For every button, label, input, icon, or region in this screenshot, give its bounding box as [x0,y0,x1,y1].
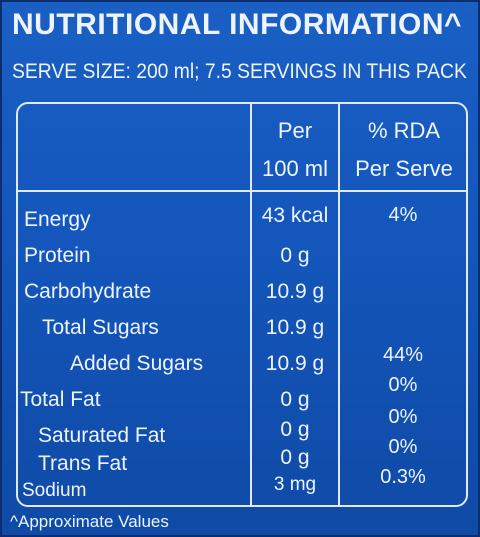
row-carbohydrate-value: 10.9 g [265,280,325,303]
row-saturated-fat-value: 0 g [280,418,310,441]
serve-size: SERVE SIZE: 200 ml; 7.5 SERVINGS IN THIS… [12,60,467,83]
row-total-fat-rda: 0% [388,374,418,396]
row-total-fat-name: Total Fat [20,388,101,411]
header-per-volume: 100 ml [261,156,329,181]
column-divider [250,104,252,505]
row-total-sugars-value: 10.9 g [265,316,325,339]
row-energy-value: 43 kcal [261,204,329,227]
row-sodium-value: 3 mg [273,474,317,495]
row-protein-name: Protein [24,244,91,267]
header-divider [18,190,466,192]
row-sodium-name: Sodium [22,480,87,501]
row-protein-value: 0 g [280,244,310,267]
row-total-sugars-name: Total Sugars [42,316,159,339]
header-rda: % RDA [367,118,441,143]
row-trans-fat-value: 0 g [280,446,310,469]
row-trans-fat-rda: 0% [388,436,418,458]
header-rda-serve: Per Serve [355,156,453,181]
row-saturated-fat-rda: 0% [388,406,418,428]
row-total-fat-value: 0 g [280,388,310,411]
column-divider [338,104,340,505]
row-sodium-rda: 0.3% [380,466,426,488]
row-added-sugars-value: 10.9 g [265,352,325,375]
label-title: NUTRITIONAL INFORMATION^ [12,8,463,41]
nutrition-table: Per 100 ml % RDA Per Serve Energy 43 kca… [16,102,468,507]
row-carbohydrate-name: Carbohydrate [24,280,152,303]
row-added-sugars-rda: 44% [382,344,424,366]
row-trans-fat-name: Trans Fat [38,452,128,475]
row-saturated-fat-name: Saturated Fat [38,424,166,447]
footnote: ^Approximate Values [10,512,169,531]
row-added-sugars-name: Added Sugars [70,352,204,375]
header-per: Per [277,118,313,143]
row-energy-name: Energy [24,208,91,231]
row-energy-rda: 4% [388,204,418,226]
